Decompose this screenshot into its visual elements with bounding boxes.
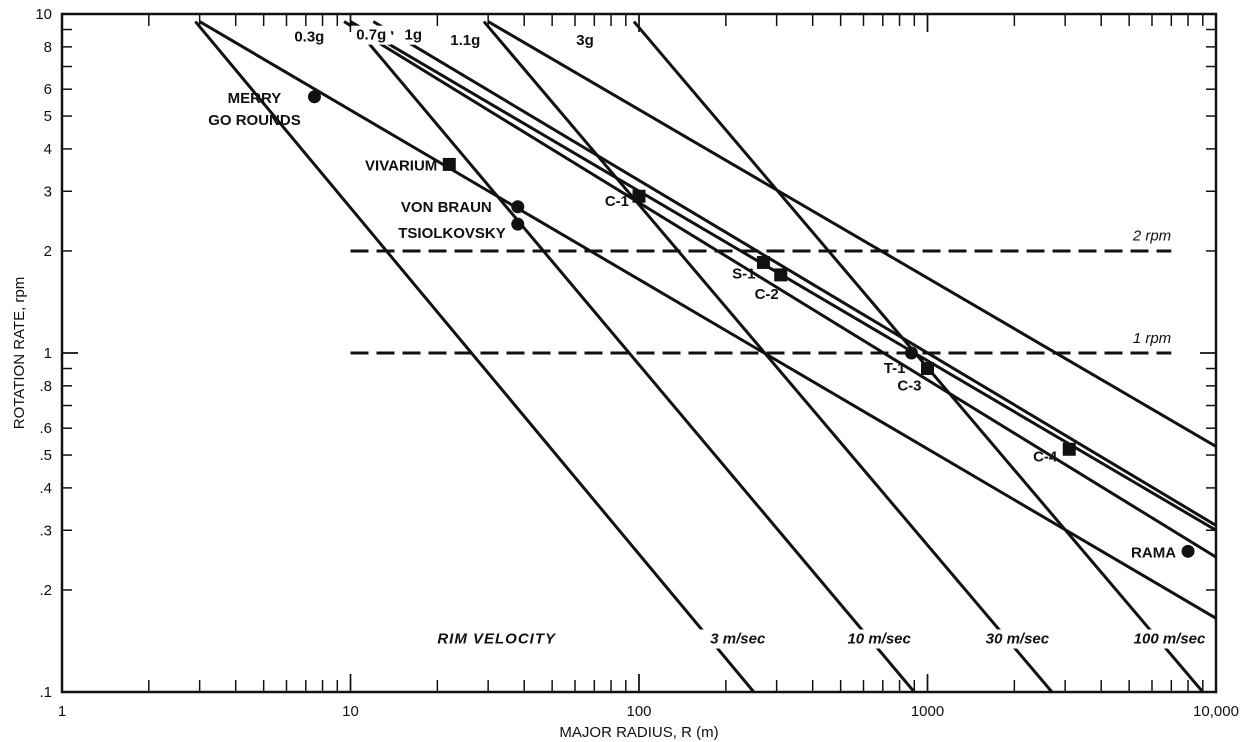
y-tick-label: 8	[44, 39, 52, 56]
gravity-line-0-3g	[198, 20, 1216, 620]
point-marker-c-3	[921, 362, 934, 376]
point-marker-s-1	[756, 255, 770, 269]
point-label-t-1: T-1	[884, 360, 906, 377]
point-label-c-1: C-1	[605, 193, 629, 210]
y-tick-label: .2	[39, 582, 52, 599]
rim-velocity-label-bg	[1123, 629, 1216, 649]
y-tick-label: .1	[39, 684, 52, 701]
y-tick-label: .5	[39, 447, 52, 464]
x-tick-label: 10,000	[1193, 703, 1239, 720]
gravity-label-bg	[351, 25, 392, 45]
point-marker-rama	[1181, 544, 1195, 558]
gravity-label-bg	[565, 31, 606, 51]
gravity-label-0-7g: 0.7g	[356, 27, 386, 44]
rim-velocity-label-bg	[971, 629, 1064, 649]
rim-velocity-label-3-m-sec: 3 m/sec	[710, 631, 766, 648]
x-tick-label: 1000	[911, 703, 944, 720]
y-tick-label: .6	[39, 420, 52, 437]
rim-velocity-label-30-m-sec: 30 m/sec	[986, 631, 1050, 648]
x-tick-label: 1	[58, 703, 66, 720]
rim-velocity-label-100-m-sec: 100 m/sec	[1134, 631, 1206, 648]
y-tick-label: 4	[44, 141, 52, 158]
rim-velocity-title: RIM VELOCITY	[437, 631, 557, 648]
point-label-von-braun: VON BRAUN	[401, 199, 492, 216]
gravity-line-1-1g	[372, 20, 1216, 527]
gravity-label-3g: 3g	[576, 32, 594, 49]
rpm-label-2-rpm: 2 rpm	[1132, 227, 1171, 244]
point-marker-c-4	[1062, 442, 1076, 456]
gravity-label-bg	[393, 25, 434, 45]
point-marker-c-1	[632, 189, 646, 203]
point-label-vivarium: VIVARIUM	[365, 157, 437, 174]
point-label-merry-go-rounds: MERRY GO ROUNDS	[208, 90, 301, 129]
point-label-tsiolkovsky: TSIOLKOVSKY	[398, 225, 506, 242]
rim-velocity-label-10-m-sec: 10 m/sec	[847, 631, 911, 648]
point-label-s-1: S-1	[732, 265, 755, 282]
point-marker-t-1	[904, 346, 918, 360]
x-axis-title: MAJOR RADIUS, R (m)	[559, 724, 718, 741]
x-tick-label: 10	[342, 703, 359, 720]
y-tick-label: .8	[39, 378, 52, 395]
rim-velocity-line-30-m-sec	[482, 20, 1054, 692]
rim-velocity-label-bg	[833, 629, 926, 649]
y-tick-label: .4	[39, 480, 52, 497]
y-tick-label: 3	[44, 183, 52, 200]
x-tick-label: 100	[626, 703, 651, 720]
point-label-c-3: C-3	[897, 378, 921, 395]
y-tick-label: 1	[44, 345, 52, 362]
y-tick-label: 5	[44, 108, 52, 125]
rim-velocity-line-10-m-sec	[349, 20, 916, 692]
rpm-label-1-rpm: 1 rpm	[1133, 330, 1171, 347]
point-marker-vivarium	[442, 157, 456, 171]
rim-velocity-label-bg	[691, 629, 784, 649]
gravity-label-1-1g: 1.1g	[450, 32, 480, 49]
point-marker-c-2	[774, 268, 788, 282]
y-axis-title: ROTATION RATE, rpm	[11, 277, 28, 430]
gravity-line-0-7g	[343, 20, 1216, 559]
point-marker-merry-go-rounds	[307, 90, 321, 104]
y-tick-label: 2	[44, 243, 52, 260]
point-marker-von-braun	[511, 200, 525, 214]
point-label-c-2: C-2	[755, 286, 779, 303]
gravity-line-3g	[487, 20, 1216, 448]
point-label-rama: RAMA	[1131, 544, 1176, 561]
gravity-label-0-3g: 0.3g	[294, 28, 324, 45]
y-tick-label: .3	[39, 522, 52, 539]
y-tick-label: 6	[44, 81, 52, 98]
point-marker-tsiolkovsky	[511, 217, 525, 231]
gravity-label-1g: 1g	[404, 27, 422, 44]
plot-frame	[60, 12, 1218, 694]
rim-velocity-line-3-m-sec	[194, 20, 755, 692]
gravity-label-bg	[445, 31, 486, 51]
point-label-c-4: C-4	[1033, 448, 1058, 465]
y-tick-label: 10	[35, 6, 52, 23]
gravity-label-bg	[289, 27, 330, 47]
rim-velocity-line-100-m-sec	[632, 20, 1204, 692]
